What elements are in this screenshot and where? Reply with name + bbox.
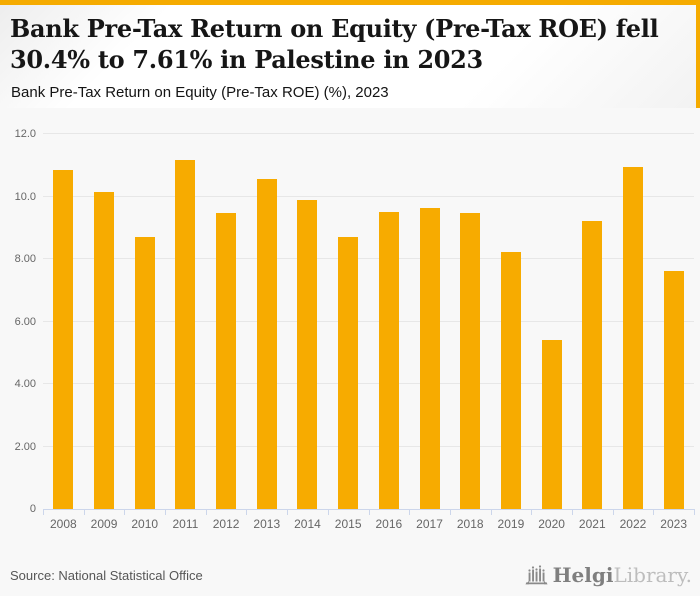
x-axis-tick	[205, 509, 207, 515]
x-axis-tick	[327, 509, 329, 515]
x-tick-label-2021: 2021	[578, 517, 606, 531]
x-axis-tick	[287, 509, 289, 515]
x-axis-tick	[653, 509, 655, 515]
x-axis-tick	[531, 509, 533, 515]
x-tick-label-2015: 2015	[334, 517, 362, 531]
bar-2017[interactable]	[419, 208, 440, 509]
bar-2014[interactable]	[297, 200, 318, 509]
x-tick-label-2017: 2017	[416, 517, 443, 531]
x-tick-label-2010: 2010	[131, 517, 159, 531]
y-tick-label-4.00: 4.00	[14, 378, 36, 390]
bar-2016[interactable]	[378, 211, 399, 509]
x-tick-label-2014: 2014	[294, 517, 321, 531]
bar-2015[interactable]	[338, 236, 359, 509]
gridline-4.00	[43, 383, 694, 384]
x-tick-label-2012: 2012	[212, 517, 240, 531]
x-axis-tick	[368, 509, 370, 515]
y-tick-label-2.00: 2.00	[14, 440, 36, 453]
bar-2021[interactable]	[582, 221, 603, 509]
gridline-2.00	[43, 445, 694, 447]
page-title-line2: 30.4% to 7.61% in Palestine in 2023	[10, 45, 483, 74]
x-tick-label-2011: 2011	[172, 517, 199, 531]
x-axis-tick	[571, 509, 573, 515]
bar-2020[interactable]	[541, 340, 562, 509]
x-axis-tick	[409, 509, 411, 515]
x-tick-label-2013: 2013	[253, 517, 281, 531]
x-tick-label-2016: 2016	[375, 517, 403, 531]
gridline-6.00	[43, 320, 694, 322]
bar-2013[interactable]	[256, 178, 277, 509]
x-axis-tick	[165, 509, 167, 515]
x-tick-label-2020: 2020	[538, 517, 565, 531]
x-tick-label-2018: 2018	[456, 517, 484, 531]
x-axis-tick	[124, 509, 126, 515]
logo-library-text: Library.	[613, 563, 692, 587]
bar-2023[interactable]	[663, 271, 684, 509]
bar-2018[interactable]	[460, 212, 481, 509]
gridline-10.0	[43, 195, 694, 197]
bar-2010[interactable]	[134, 236, 155, 509]
chart-header: Bank Pre-Tax Return on Equity (Pre-Tax R…	[0, 0, 700, 108]
y-tick-label-0: 0	[29, 503, 36, 515]
plot-area	[43, 133, 695, 515]
x-axis-tick	[246, 509, 248, 515]
top-accent-bar	[0, 0, 700, 5]
gridline-12.0	[43, 133, 694, 134]
chart-footer: Source: National Statistical Office	[0, 554, 700, 596]
logo-helgi-text: Helgi	[552, 563, 614, 587]
y-tick-label-6.00: 6.00	[14, 315, 36, 328]
x-axis-tick	[694, 509, 695, 515]
page-title: Bank Pre-Tax Return on Equity (Pre-Tax R…	[10, 13, 680, 75]
x-axis-tick	[449, 509, 451, 515]
y-tick-label-10.0: 10.0	[14, 190, 36, 203]
x-tick-label-2023: 2023	[660, 517, 687, 531]
helgi-columns-icon	[523, 562, 549, 588]
bar-2008[interactable]	[53, 169, 74, 509]
gridline-8.00	[43, 258, 694, 259]
right-accent-bar	[696, 0, 700, 108]
x-tick-label-2009: 2009	[90, 517, 118, 531]
source-label: Source: National Statistical Office	[10, 568, 203, 583]
bar-2011[interactable]	[175, 160, 196, 509]
logo-wordmark: HelgiLibrary.	[553, 562, 692, 588]
chart-subtitle: Bank Pre-Tax Return on Equity (Pre-Tax R…	[11, 84, 389, 101]
x-tick-label-2019: 2019	[497, 517, 525, 531]
y-tick-label-8.00: 8.00	[14, 253, 36, 265]
x-axis-tick	[612, 509, 614, 515]
helgi-library-logo[interactable]: HelgiLibrary.	[523, 562, 692, 588]
bar-2019[interactable]	[500, 252, 521, 509]
x-axis-tick	[83, 509, 85, 515]
bar-2012[interactable]	[216, 213, 237, 509]
x-axis-tick	[43, 509, 44, 515]
bar-2009[interactable]	[94, 192, 115, 509]
y-tick-label-12.0: 12.0	[14, 128, 36, 140]
page-title-line1: Bank Pre-Tax Return on Equity (Pre-Tax R…	[10, 14, 659, 43]
x-axis-tick	[490, 509, 492, 515]
bar-2022[interactable]	[622, 167, 643, 509]
x-tick-label-2008: 2008	[49, 517, 77, 531]
x-tick-label-2022: 2022	[619, 517, 647, 531]
bar-chart: 12.0 10.0 8.00 6.00 4.00 2.00 0 2008 2009 2010 20…	[0, 108, 700, 596]
